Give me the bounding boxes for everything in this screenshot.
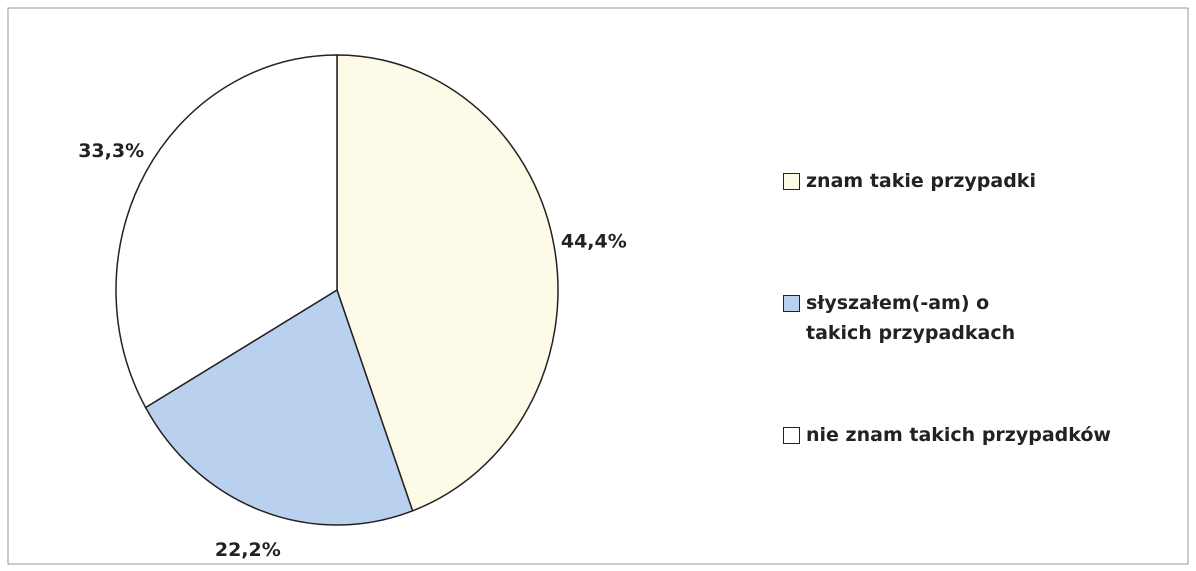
data-label: 33,3% (78, 140, 144, 162)
pie-slice (115, 54, 338, 409)
legend-item: słyszałem(-am) o takich przypadkach (783, 288, 1143, 348)
legend-label: znam takie przypadki (806, 170, 1036, 192)
legend-swatch (783, 427, 800, 444)
legend-item: nie znam takich przypadków (783, 420, 1143, 450)
legend-label: słyszałem(-am) o takich przypadkach (806, 292, 1016, 344)
legend-swatch (783, 295, 800, 312)
data-label: 22,2% (215, 539, 281, 561)
pie-slice (144, 288, 414, 526)
pie-slice (336, 54, 559, 512)
data-label: 44,4% (561, 230, 627, 252)
legend-label: nie znam takich przypadków (806, 424, 1111, 446)
legend-swatch (783, 173, 800, 190)
legend-item: znam takie przypadki (783, 166, 1143, 196)
chart-border (7, 7, 1189, 565)
